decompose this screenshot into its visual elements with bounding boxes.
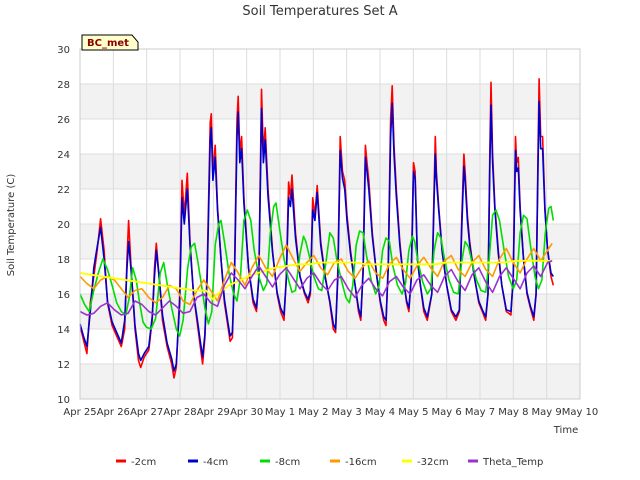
series-layer [79, 78, 555, 379]
y-tick-label: 16 [57, 290, 70, 301]
y-tick-label: 26 [57, 115, 70, 126]
x-tick-label: May 9 [532, 407, 562, 418]
x-tick-label: Apr 30 [230, 407, 263, 418]
plot-band [80, 154, 580, 189]
x-tick-label: Apr 29 [197, 407, 230, 418]
series-line-Theta_Temp [79, 260, 553, 316]
y-tick-label: 12 [57, 360, 70, 371]
plot-band [80, 364, 580, 399]
x-tick-label: May 10 [562, 407, 599, 418]
x-tick-label: Apr 26 [97, 407, 130, 418]
x-tick-label: May 1 [265, 407, 295, 418]
station-badge: BC_met [81, 34, 139, 51]
x-tick-label: May 8 [498, 407, 528, 418]
legend-label--2cm: -2cm [131, 457, 156, 468]
series-line--32cm [79, 259, 553, 301]
x-tick-label: May 4 [365, 407, 395, 418]
station-badge-box [81, 34, 139, 51]
y-tick-labels: 10 12 14 16 18 20 22 24 26 28 30 [57, 45, 70, 406]
y-tick-label: 28 [57, 80, 70, 91]
y-tick-label: 22 [57, 185, 70, 196]
y-tick-label: 10 [57, 395, 70, 406]
plot-frame [79, 48, 581, 400]
y-tick-label: 14 [57, 325, 70, 336]
plot-band [80, 84, 580, 119]
x-tick-label: Apr 28 [163, 407, 196, 418]
x-tick-label: Apr 27 [130, 407, 163, 418]
axes [79, 48, 581, 400]
chart-title: Soil Temperatures Set A [242, 4, 397, 19]
x-tick-label: May 3 [332, 407, 362, 418]
series-line--8cm [79, 202, 555, 337]
legend-label--8cm: -8cm [275, 457, 300, 468]
legend-label-Theta_Temp: Theta_Temp [482, 457, 543, 468]
y-tick-label: 24 [57, 150, 70, 161]
legend-label--4cm: -4cm [203, 457, 228, 468]
x-tick-label: May 5 [398, 407, 428, 418]
x-tick-label: Apr 25 [63, 407, 96, 418]
legend-label--32cm: -32cm [417, 457, 449, 468]
series-line--16cm [79, 242, 553, 306]
y-tick-label: 18 [57, 255, 70, 266]
x-tick-label: May 7 [465, 407, 495, 418]
legend-label--16cm: -16cm [345, 457, 377, 468]
y-tick-label: 30 [57, 45, 70, 56]
x-tick-labels: Apr 25 Apr 26 Apr 27 Apr 28 Apr 29 Apr 30 May … [63, 407, 598, 418]
x-axis-label: Time [553, 425, 578, 436]
station-badge-label: BC_met [87, 38, 129, 49]
y-tick-label: 20 [57, 220, 70, 231]
x-tick-label: May 6 [432, 407, 462, 418]
legend: -2cm -4cm -8cm -16cm -32cm Theta_Temp [116, 457, 543, 468]
x-tick-label: May 2 [298, 407, 328, 418]
series-line--4cm [79, 100, 554, 372]
y-axis-label: Soil Temperature (C) [6, 174, 17, 277]
